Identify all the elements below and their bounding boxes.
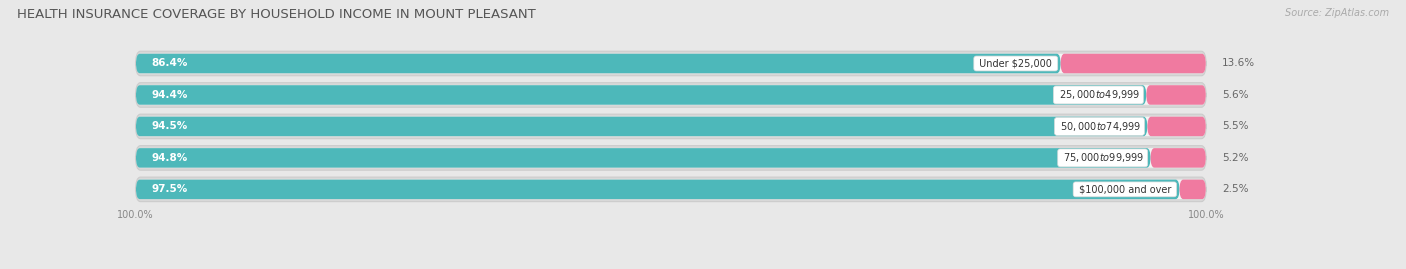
Text: $100,000 and over: $100,000 and over <box>1076 184 1174 194</box>
FancyBboxPatch shape <box>136 180 1206 199</box>
FancyBboxPatch shape <box>1180 180 1206 199</box>
Text: 5.6%: 5.6% <box>1222 90 1249 100</box>
FancyBboxPatch shape <box>135 146 1206 170</box>
Text: $50,000 to $74,999: $50,000 to $74,999 <box>1057 120 1142 133</box>
Text: Under $25,000: Under $25,000 <box>976 58 1056 69</box>
Text: $25,000 to $49,999: $25,000 to $49,999 <box>1056 89 1140 101</box>
FancyBboxPatch shape <box>1060 54 1206 73</box>
Text: 13.6%: 13.6% <box>1222 58 1256 69</box>
Text: Source: ZipAtlas.com: Source: ZipAtlas.com <box>1285 8 1389 18</box>
Text: 5.2%: 5.2% <box>1222 153 1249 163</box>
Text: 5.5%: 5.5% <box>1222 121 1249 132</box>
FancyBboxPatch shape <box>136 54 1060 73</box>
Text: 86.4%: 86.4% <box>152 58 188 69</box>
FancyBboxPatch shape <box>136 85 1146 105</box>
Text: 94.8%: 94.8% <box>152 153 188 163</box>
FancyBboxPatch shape <box>136 180 1180 199</box>
FancyBboxPatch shape <box>1146 85 1206 105</box>
Text: 100.0%: 100.0% <box>117 210 153 220</box>
Text: 2.5%: 2.5% <box>1222 184 1249 194</box>
FancyBboxPatch shape <box>136 117 1147 136</box>
FancyBboxPatch shape <box>1147 117 1206 136</box>
FancyBboxPatch shape <box>136 85 1206 105</box>
Text: $75,000 to $99,999: $75,000 to $99,999 <box>1060 151 1146 164</box>
FancyBboxPatch shape <box>135 51 1206 76</box>
Text: 97.5%: 97.5% <box>152 184 188 194</box>
FancyBboxPatch shape <box>136 54 1206 73</box>
Text: 94.5%: 94.5% <box>152 121 188 132</box>
Text: HEALTH INSURANCE COVERAGE BY HOUSEHOLD INCOME IN MOUNT PLEASANT: HEALTH INSURANCE COVERAGE BY HOUSEHOLD I… <box>17 8 536 21</box>
Text: 94.4%: 94.4% <box>152 90 188 100</box>
FancyBboxPatch shape <box>135 83 1206 107</box>
FancyBboxPatch shape <box>135 177 1206 202</box>
FancyBboxPatch shape <box>135 114 1206 139</box>
FancyBboxPatch shape <box>136 148 1150 168</box>
FancyBboxPatch shape <box>1150 148 1206 168</box>
Text: 100.0%: 100.0% <box>1188 210 1225 220</box>
FancyBboxPatch shape <box>136 117 1206 136</box>
FancyBboxPatch shape <box>136 148 1206 168</box>
